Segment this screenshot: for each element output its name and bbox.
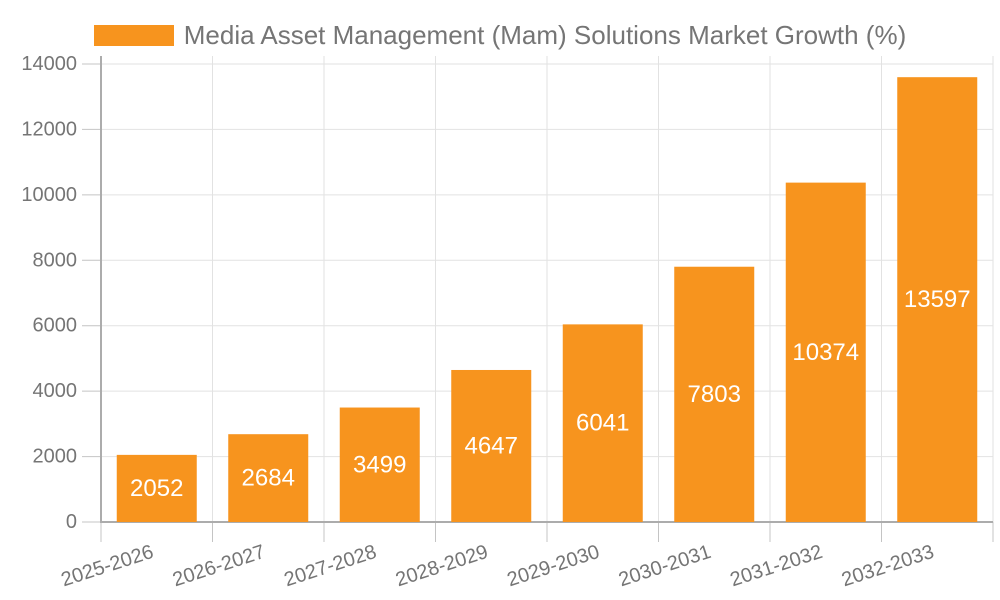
y-tick-label: 6000 xyxy=(33,315,78,337)
y-tick-label: 2000 xyxy=(33,446,78,468)
bar xyxy=(228,434,309,522)
y-tick-label: 10000 xyxy=(21,184,77,206)
x-tick-label: 2030-2031 xyxy=(616,541,714,591)
bar xyxy=(339,407,420,522)
y-tick-label: 8000 xyxy=(33,249,78,271)
x-tick-label: 2028-2029 xyxy=(393,541,491,591)
x-tick-label: 2025-2026 xyxy=(59,541,157,591)
bar-value-label: 2052 xyxy=(130,475,183,502)
x-tick-label: 2032-2033 xyxy=(839,541,937,591)
y-tick-label: 14000 xyxy=(21,53,77,75)
x-tick-label: 2031-2032 xyxy=(728,541,826,591)
bar xyxy=(897,77,978,522)
bar-value-label: 13597 xyxy=(904,286,971,313)
bar xyxy=(451,369,532,522)
x-tick-label: 2029-2030 xyxy=(505,541,603,591)
x-tick-label: 2026-2027 xyxy=(170,541,268,591)
bar-value-label: 4647 xyxy=(465,432,518,459)
bar xyxy=(562,324,643,522)
bar-value-label: 10374 xyxy=(792,339,859,366)
y-tick-label: 12000 xyxy=(21,118,77,140)
bar xyxy=(785,182,866,522)
x-tick-label: 2027-2028 xyxy=(282,541,380,591)
bar xyxy=(674,266,755,522)
y-tick-label: 4000 xyxy=(33,380,78,402)
bar-value-label: 6041 xyxy=(576,410,629,437)
bar-value-label: 7803 xyxy=(688,381,741,408)
bar xyxy=(116,454,197,522)
bar-value-label: 3499 xyxy=(353,451,406,478)
bar-value-label: 2684 xyxy=(242,465,295,492)
y-tick-label: 0 xyxy=(66,511,77,533)
